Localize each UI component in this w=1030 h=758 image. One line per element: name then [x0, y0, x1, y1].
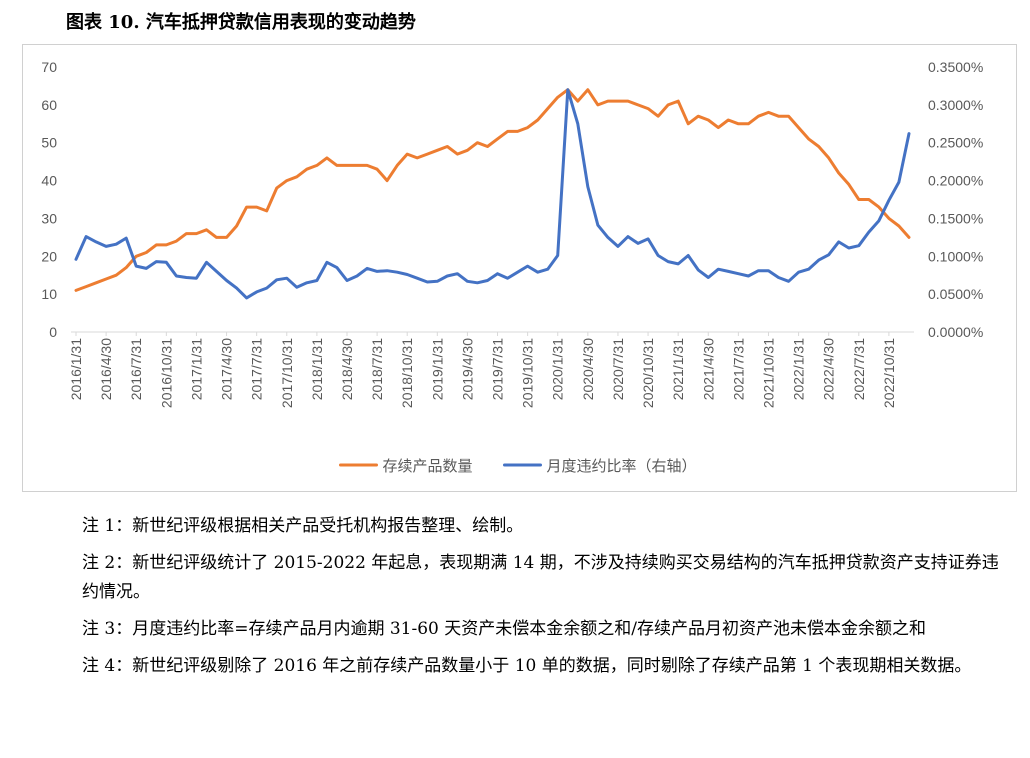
left-y-tick-label: 30	[41, 210, 57, 226]
x-tick-label: 2020/10/31	[640, 338, 656, 408]
left-y-tick-label: 20	[41, 248, 57, 264]
left-y-tick-label: 0	[49, 324, 57, 340]
x-tick-label: 2018/10/31	[399, 338, 415, 408]
note-1: 注 1：新世纪评级根据相关产品受托机构报告整理、绘制。	[82, 516, 524, 536]
x-tick-label: 2019/4/30	[459, 338, 475, 400]
legend-label: 存续产品数量	[383, 457, 473, 475]
line-chart: 0 10 20 30 40 50 60 70 0.0000% 0.0500% 0.1000% 0.15…	[41, 59, 983, 475]
legend-label: 月度违约比率（右轴）	[547, 457, 697, 475]
x-tick-label: 2018/7/31	[369, 338, 385, 400]
left-y-tick-label: 10	[41, 286, 57, 302]
series-line-product-count	[74, 88, 911, 292]
right-y-tick-label: 0.0000%	[928, 324, 983, 340]
x-tick-label: 2018/1/31	[309, 338, 325, 400]
right-y-tick-label: 0.1000%	[928, 248, 983, 264]
x-tick-label: 2017/4/30	[219, 338, 235, 400]
left-y-tick-label: 50	[41, 135, 57, 151]
left-y-tick-label: 60	[41, 97, 57, 113]
x-tick-label: 2016/7/31	[128, 338, 144, 400]
right-y-tick-label: 0.0500%	[928, 286, 983, 302]
x-tick-label: 2021/1/31	[670, 338, 686, 400]
x-tick-label: 2021/4/30	[700, 338, 716, 400]
x-tick-label: 2022/1/31	[791, 338, 807, 400]
right-y-tick-label: 0.2000%	[928, 173, 983, 189]
x-tick-label: 2020/1/31	[550, 338, 566, 400]
right-y-tick-label: 0.1500%	[928, 210, 983, 226]
x-tick-label: 2022/10/31	[881, 338, 897, 408]
figure-title: 图表 10. 汽车抵押贷款信用表现的变动趋势	[66, 12, 416, 33]
right-y-tick-label: 0.3000%	[928, 97, 983, 113]
x-tick-label: 2022/7/31	[851, 338, 867, 400]
note-2: 注 2：新世纪评级统计了 2015-2022 年起息，表现期满 14 期，不涉及…	[82, 553, 999, 602]
x-tick-label: 2019/10/31	[520, 338, 536, 408]
notes: 注 1：新世纪评级根据相关产品受托机构报告整理、绘制。 注 2：新世纪评级统计了…	[82, 512, 1012, 689]
x-tick-label: 2016/4/30	[98, 338, 114, 400]
note-3: 注 3：月度违约比率=存续产品月内逾期 31-60 天资产未偿本金余额之和/存续…	[82, 619, 927, 639]
x-tick-label: 2022/4/30	[821, 338, 837, 400]
right-y-tick-label: 0.2500%	[928, 135, 983, 151]
x-tick-label: 2016/10/31	[158, 338, 174, 408]
right-y-tick-label: 0.3500%	[928, 59, 983, 75]
series-line-default-rate	[74, 88, 911, 300]
x-tick-label: 2017/10/31	[279, 338, 295, 408]
x-tick-label: 2017/7/31	[249, 338, 265, 400]
x-tick-label: 2017/1/31	[188, 338, 204, 400]
left-y-tick-label: 70	[41, 59, 57, 75]
x-tick-label: 2021/7/31	[730, 338, 746, 400]
left-y-tick-label: 40	[41, 173, 57, 189]
x-tick-label: 2019/1/31	[429, 338, 445, 400]
x-tick-label: 2018/4/30	[339, 338, 355, 400]
x-tick-label: 2019/7/31	[490, 338, 506, 400]
x-tick-label: 2020/4/30	[580, 338, 596, 400]
x-tick-label: 2016/1/31	[68, 338, 84, 400]
note-4: 注 4：新世纪评级剔除了 2016 年之前存续产品数量小于 10 单的数据，同时…	[82, 656, 972, 676]
x-tick-label: 2020/7/31	[610, 338, 626, 400]
x-tick-label: 2021/10/31	[760, 338, 776, 408]
chart-frame: 0 10 20 30 40 50 60 70 0.0000% 0.0500% 0.1000% 0.15…	[22, 44, 1017, 492]
